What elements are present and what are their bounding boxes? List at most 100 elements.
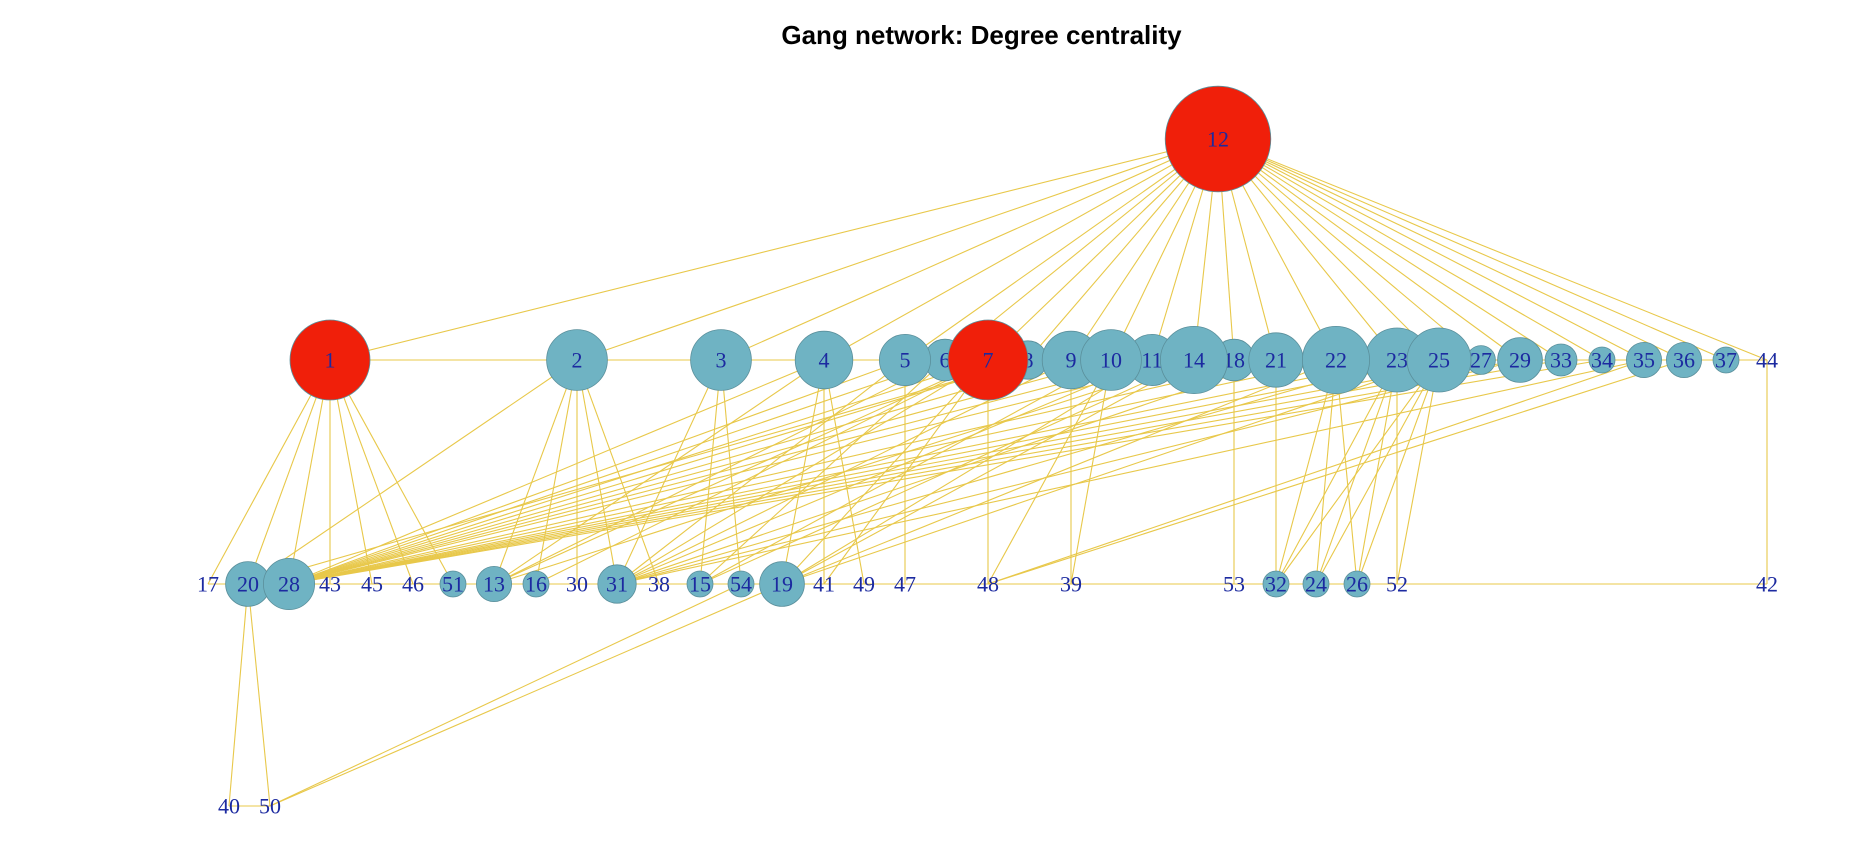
node-13: 13 bbox=[475, 566, 512, 603]
node-label-52: 52 bbox=[1386, 572, 1408, 597]
node-circle-10 bbox=[1080, 329, 1142, 391]
node-label-2: 2 bbox=[572, 348, 583, 373]
node-circle-22 bbox=[1302, 325, 1371, 394]
edge-29-28 bbox=[288, 359, 1521, 585]
node-circle-31 bbox=[597, 564, 637, 604]
node-label-24: 24 bbox=[1305, 572, 1327, 597]
node-22: 22 bbox=[1302, 325, 1371, 394]
node-50: 50 bbox=[259, 794, 281, 819]
edge-22-24 bbox=[1315, 359, 1337, 585]
node-43: 43 bbox=[319, 572, 341, 597]
node-label-32: 32 bbox=[1265, 572, 1287, 597]
node-46: 46 bbox=[402, 572, 424, 597]
node-42: 42 bbox=[1756, 572, 1778, 597]
edge-11-19 bbox=[781, 359, 1153, 585]
edge-20-40 bbox=[228, 583, 249, 807]
edge-25-24 bbox=[1315, 359, 1440, 585]
edge-11-28 bbox=[288, 359, 1153, 585]
node-35: 35 bbox=[1626, 341, 1663, 378]
node-33: 33 bbox=[1544, 343, 1578, 377]
node-45: 45 bbox=[361, 572, 383, 597]
edge-6-15 bbox=[699, 359, 946, 585]
edge-14-19 bbox=[781, 359, 1195, 585]
edge-10-39 bbox=[1070, 359, 1112, 585]
node-4: 4 bbox=[794, 330, 854, 390]
node-circle-25 bbox=[1406, 327, 1472, 393]
node-21: 21 bbox=[1248, 332, 1304, 388]
node-label-36: 36 bbox=[1673, 348, 1695, 373]
node-label-48: 48 bbox=[977, 572, 999, 597]
edge-3-31 bbox=[616, 359, 722, 585]
node-47: 47 bbox=[894, 572, 916, 597]
edge-25-52 bbox=[1396, 359, 1440, 585]
node-label-5: 5 bbox=[900, 348, 911, 373]
node-label-20: 20 bbox=[237, 572, 259, 597]
node-32: 32 bbox=[1262, 570, 1290, 598]
node-15: 15 bbox=[686, 570, 714, 598]
node-label-50: 50 bbox=[259, 794, 281, 819]
node-label-19: 19 bbox=[771, 572, 793, 597]
node-label-17: 17 bbox=[197, 572, 219, 597]
node-label-43: 43 bbox=[319, 572, 341, 597]
edge-12-44 bbox=[1217, 138, 1768, 361]
edge-9-28 bbox=[288, 359, 1072, 585]
node-label-23: 23 bbox=[1386, 348, 1408, 373]
node-38: 38 bbox=[648, 572, 670, 597]
node-41: 41 bbox=[813, 572, 835, 597]
edge-22-26 bbox=[1335, 359, 1358, 585]
node-circle-32 bbox=[1262, 570, 1290, 598]
node-20: 20 bbox=[225, 561, 271, 607]
edge-36-48 bbox=[987, 359, 1685, 585]
node-label-35: 35 bbox=[1633, 348, 1655, 373]
node-circle-16 bbox=[522, 570, 550, 598]
node-label-7: 7 bbox=[983, 348, 994, 373]
edge-33-28 bbox=[288, 359, 1562, 585]
edge-23-28 bbox=[288, 359, 1398, 585]
node-36: 36 bbox=[1666, 341, 1703, 378]
edge-12-36 bbox=[1217, 138, 1685, 361]
node-label-12: 12 bbox=[1207, 127, 1229, 152]
node-19: 19 bbox=[759, 561, 805, 607]
node-circle-36 bbox=[1666, 341, 1703, 378]
node-circle-19 bbox=[759, 561, 805, 607]
node-14: 14 bbox=[1160, 325, 1229, 394]
node-label-4: 4 bbox=[819, 348, 830, 373]
node-circle-35 bbox=[1626, 341, 1663, 378]
edge-23-31 bbox=[616, 359, 1398, 585]
node-label-29: 29 bbox=[1509, 348, 1531, 373]
node-40: 40 bbox=[218, 794, 240, 819]
node-30: 30 bbox=[566, 572, 588, 597]
edge-2-13 bbox=[493, 359, 578, 585]
node-label-13: 13 bbox=[483, 572, 505, 597]
node-44: 44 bbox=[1756, 348, 1778, 373]
node-24: 24 bbox=[1302, 570, 1330, 598]
node-label-33: 33 bbox=[1550, 348, 1572, 373]
node-12: 12 bbox=[1164, 85, 1272, 193]
edge-12-33 bbox=[1217, 138, 1562, 361]
node-label-38: 38 bbox=[648, 572, 670, 597]
node-circle-14 bbox=[1160, 325, 1229, 394]
edge-29-31 bbox=[616, 359, 1521, 585]
edge-22-19 bbox=[781, 359, 1337, 585]
edge-8-20 bbox=[247, 359, 1029, 585]
node-circle-51 bbox=[439, 570, 467, 598]
edge-12-35 bbox=[1217, 138, 1645, 361]
edge-12-29 bbox=[1217, 138, 1521, 361]
edge-20-50 bbox=[247, 583, 271, 807]
node-circle-3 bbox=[690, 329, 752, 391]
node-3: 3 bbox=[690, 329, 752, 391]
node-label-25: 25 bbox=[1428, 348, 1450, 373]
node-label-14: 14 bbox=[1183, 348, 1205, 373]
node-34: 34 bbox=[1588, 346, 1616, 374]
node-label-3: 3 bbox=[716, 348, 727, 373]
edge-34-28 bbox=[288, 359, 1603, 585]
edge-14-28 bbox=[288, 359, 1195, 585]
node-26: 26 bbox=[1343, 570, 1371, 598]
node-53: 53 bbox=[1223, 572, 1245, 597]
edge-2-20 bbox=[247, 359, 578, 585]
node-25: 25 bbox=[1406, 327, 1472, 393]
node-circle-34 bbox=[1588, 346, 1616, 374]
edge-12-3 bbox=[720, 138, 1219, 361]
